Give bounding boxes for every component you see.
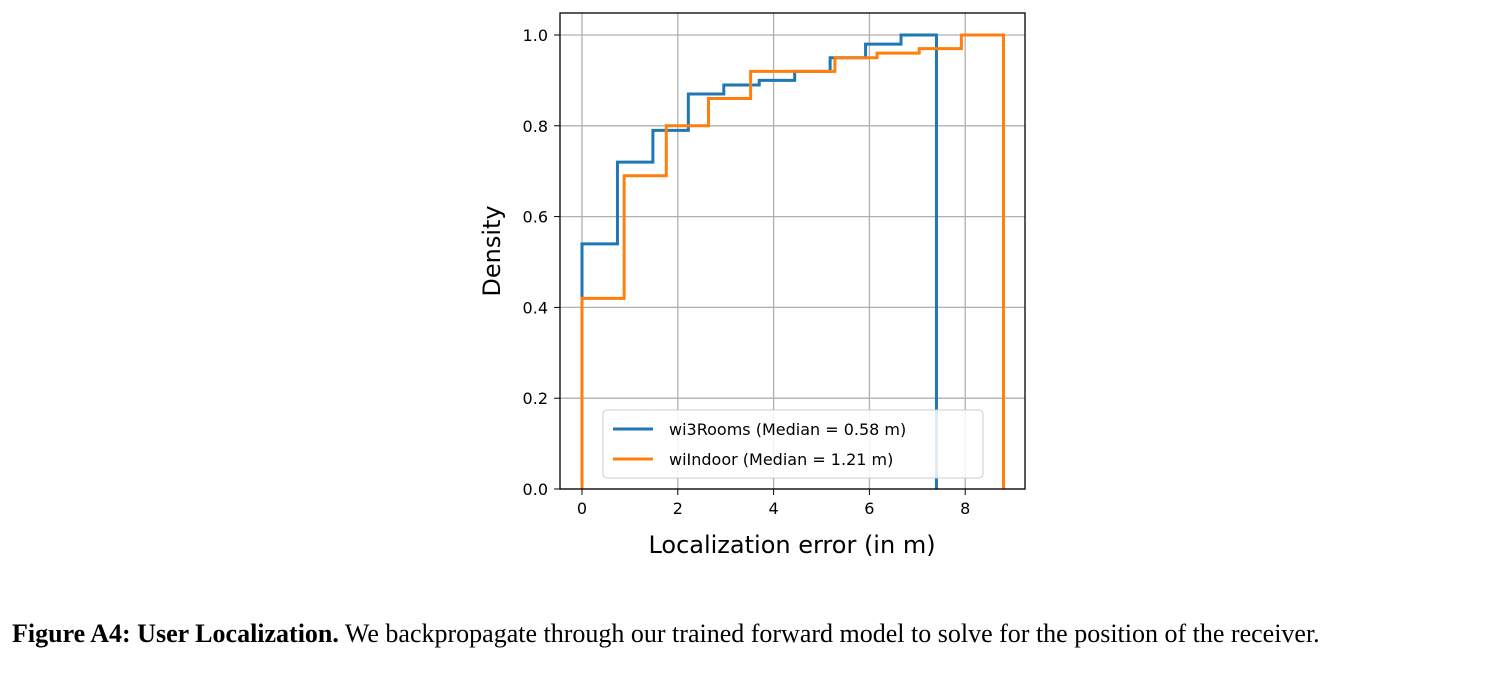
y-axis-label: Density	[478, 205, 506, 296]
x-tick-label: 8	[960, 499, 970, 518]
x-tick-label: 6	[864, 499, 874, 518]
y-tick-label: 0.6	[523, 208, 548, 227]
y-tick-label: 0.0	[523, 480, 548, 499]
x-axis-label: Localization error (in m)	[648, 531, 935, 559]
ticks: 0 2 4 6 8 0.0 0.2 0.4 0.6 0.8 1.0	[523, 26, 971, 518]
cdf-chart: 0 2 4 6 8 0.0 0.2 0.4 0.6 0.8 1.0 Localization err…	[478, 12, 1026, 559]
legend-label-wiindoor: wiIndoor (Median = 1.21 m)	[669, 450, 893, 469]
legend: wi3Rooms (Median = 0.58 m) wiIndoor (Med…	[602, 409, 984, 479]
series-line-1	[580, 33, 1006, 489]
series-group	[580, 33, 1006, 489]
x-tick-label: 2	[673, 499, 683, 518]
y-tick-label: 0.8	[523, 117, 548, 136]
y-tick-label: 1.0	[523, 26, 548, 45]
x-tick-label: 0	[577, 499, 587, 518]
x-tick-label: 4	[769, 499, 779, 518]
series-line-0	[580, 33, 938, 489]
caption-label: Figure A4: User Localization.	[12, 619, 339, 648]
figure-caption: Figure A4: User Localization. We backpro…	[12, 618, 1487, 650]
legend-label-wi3rooms: wi3Rooms (Median = 0.58 m)	[669, 420, 906, 439]
y-tick-label: 0.4	[523, 298, 548, 317]
axes-frame	[559, 12, 1026, 490]
caption-text: We backpropagate through our trained for…	[338, 619, 1320, 648]
y-tick-label: 0.2	[523, 389, 548, 408]
legend-box	[602, 409, 984, 479]
